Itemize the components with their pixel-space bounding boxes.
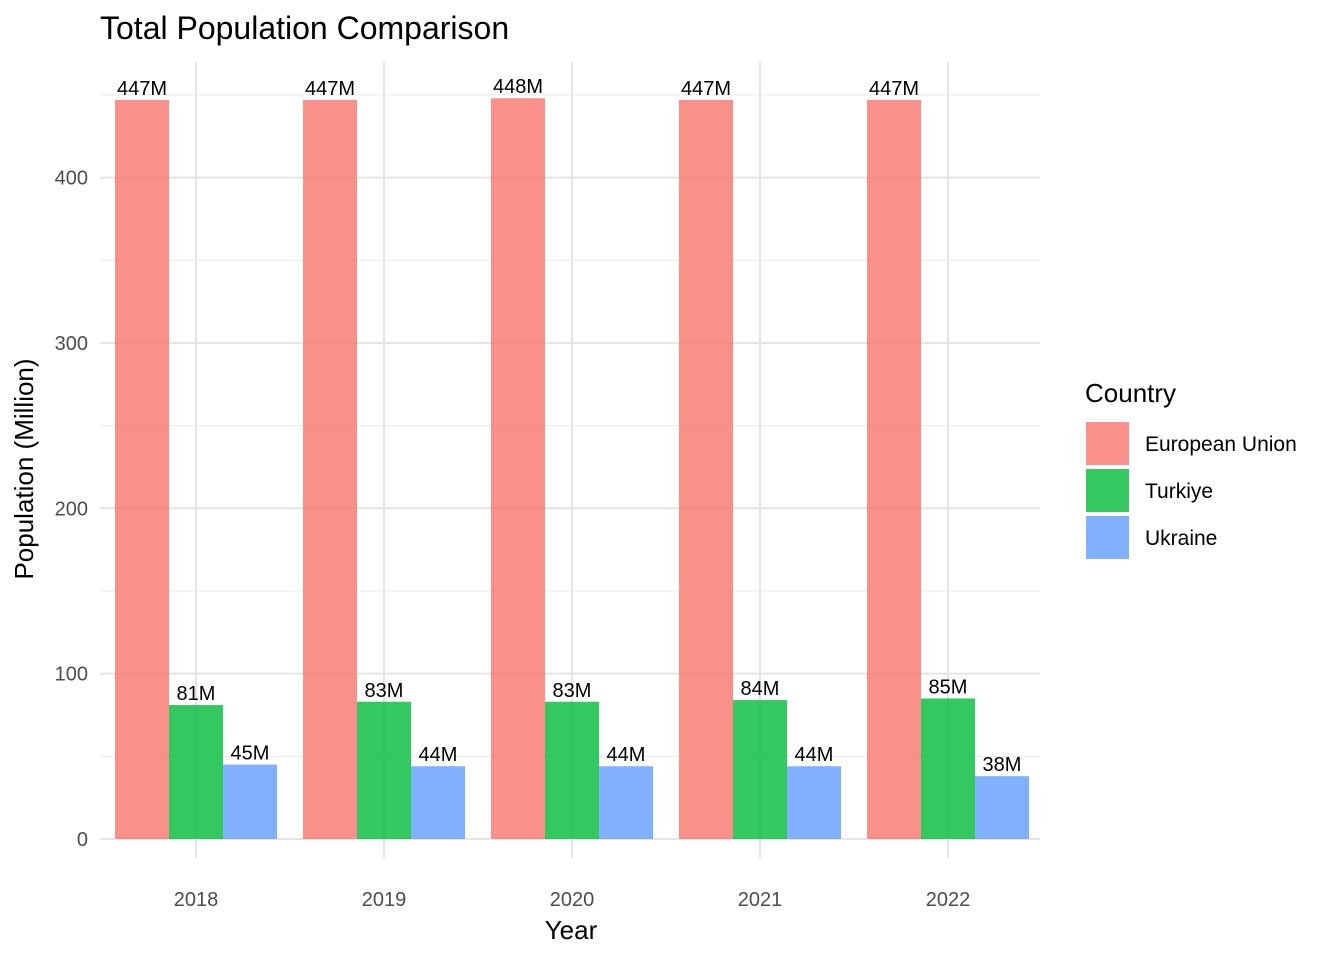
bar-ukraine-2022: [975, 776, 1029, 839]
y-tick-label: 200: [55, 498, 88, 520]
data-label-turkiye-2018: 81M: [177, 683, 216, 705]
legend-label-european-union: European Union: [1145, 433, 1297, 456]
data-label-european-union-2021: 447M: [681, 78, 731, 100]
x-axis-ticks: 2018 2019 2020 2021 2022: [174, 889, 971, 911]
bar-european-union-2022: [867, 99, 921, 839]
data-label-european-union-2019: 447M: [305, 78, 355, 100]
bar-turkiye-2022: [921, 698, 975, 839]
legend-key-european-union: [1086, 422, 1129, 465]
legend-key-ukraine: [1086, 516, 1129, 559]
bars: [115, 98, 1029, 840]
bar-european-union-2018: [115, 99, 169, 839]
x-tick-label: 2021: [738, 889, 783, 911]
data-labels: 447M 447M 448M 447M 447M 81M 83M 83M 84M 85M 45M 44…: [117, 76, 1021, 776]
legend: European Union Turkiye Ukraine: [1086, 422, 1297, 559]
chart-title: Total Population Comparison: [100, 10, 509, 46]
bar-turkiye-2018: [169, 705, 223, 839]
legend-title: Country: [1085, 378, 1176, 408]
data-label-ukraine-2020: 44M: [607, 744, 646, 766]
x-tick-label: 2020: [550, 889, 595, 911]
x-tick-label: 2018: [174, 889, 219, 911]
bar-ukraine-2018: [223, 764, 277, 839]
legend-key-turkiye: [1086, 469, 1129, 512]
bar-turkiye-2020: [545, 701, 599, 839]
bar-turkiye-2019: [357, 701, 411, 839]
bar-ukraine-2019: [411, 766, 465, 839]
data-label-european-union-2020: 448M: [493, 76, 543, 98]
x-tick-label: 2019: [362, 889, 407, 911]
data-label-turkiye-2021: 84M: [741, 678, 780, 700]
x-tick-label: 2022: [926, 889, 971, 911]
bar-turkiye-2021: [733, 700, 787, 839]
x-axis-title: Year: [545, 915, 598, 945]
data-label-turkiye-2019: 83M: [365, 680, 404, 702]
legend-label-ukraine: Ukraine: [1145, 527, 1217, 550]
data-label-european-union-2018: 447M: [117, 78, 167, 100]
data-label-ukraine-2022: 38M: [983, 754, 1022, 776]
legend-label-turkiye: Turkiye: [1145, 480, 1213, 503]
bar-ukraine-2020: [599, 766, 653, 839]
data-label-european-union-2022: 447M: [869, 78, 919, 100]
data-label-ukraine-2018: 45M: [231, 743, 270, 765]
y-tick-label: 100: [55, 664, 88, 686]
data-label-turkiye-2022: 85M: [929, 676, 968, 698]
y-tick-label: 0: [77, 829, 88, 851]
data-label-turkiye-2020: 83M: [553, 680, 592, 702]
bar-european-union-2021: [679, 99, 733, 839]
y-axis-ticks: 0 100 200 300 400: [55, 168, 88, 851]
data-label-ukraine-2021: 44M: [795, 744, 834, 766]
y-tick-label: 400: [55, 168, 88, 190]
bar-european-union-2019: [303, 99, 357, 839]
y-tick-label: 300: [55, 333, 88, 355]
y-axis-title: Population (Million): [9, 358, 39, 579]
bar-european-union-2020: [491, 98, 545, 840]
data-label-ukraine-2019: 44M: [419, 744, 458, 766]
bar-ukraine-2021: [787, 766, 841, 839]
